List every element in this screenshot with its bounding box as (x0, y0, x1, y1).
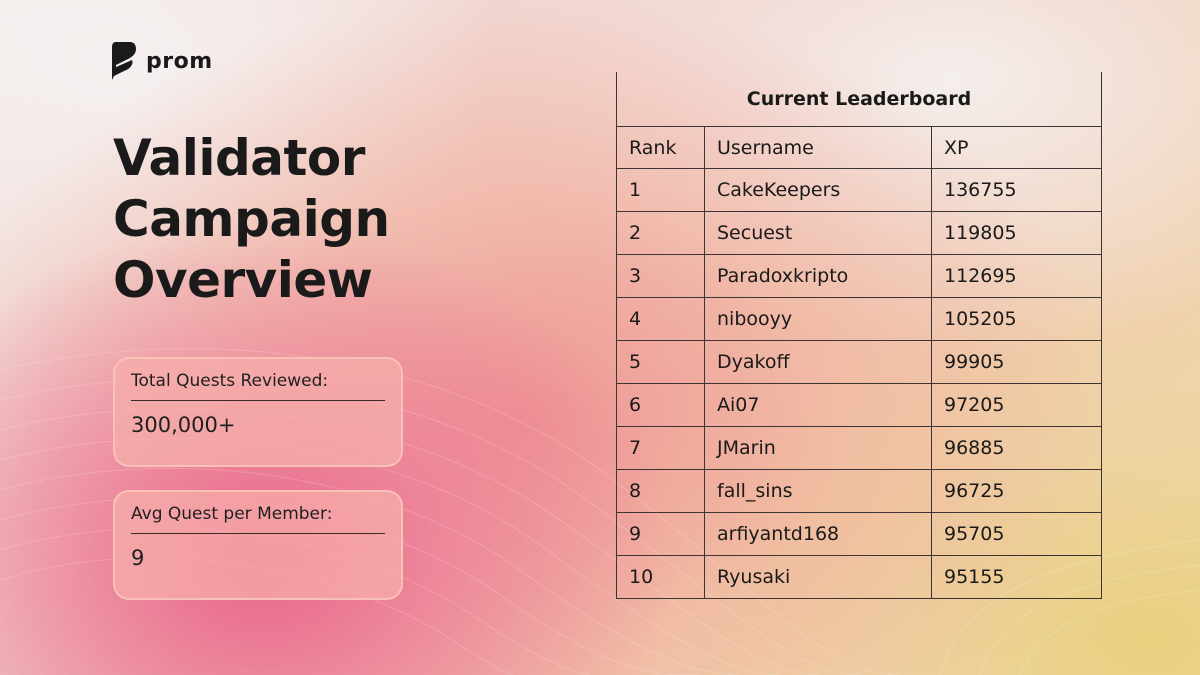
table-row: 1 CakeKeepers 136755 (616, 168, 1103, 212)
title-line-2: Campaign (113, 190, 390, 248)
rank-cell: 1 (616, 168, 705, 212)
xp-cell: 99905 (930, 340, 1103, 384)
rank-cell: 9 (616, 512, 705, 556)
rank-cell: 4 (616, 297, 705, 341)
prom-logo-icon (112, 42, 136, 80)
xp-cell: 96885 (930, 426, 1103, 470)
rank-cell: 6 (616, 383, 705, 427)
xp-cell: 119805 (930, 211, 1103, 255)
table-row: 4 nibooyy 105205 (616, 297, 1103, 341)
title-line-1: Validator (113, 129, 365, 187)
column-header-rank: Rank (616, 126, 705, 169)
username-cell: JMarin (704, 426, 932, 470)
column-header-xp: XP (930, 126, 1103, 169)
username-cell: Paradoxkripto (704, 254, 932, 298)
rank-cell: 5 (616, 340, 705, 384)
table-row: 3 Paradoxkripto 112695 (616, 254, 1103, 298)
table-row: 7 JMarin 96885 (616, 426, 1103, 470)
rank-cell: 8 (616, 469, 705, 513)
username-cell: CakeKeepers (704, 168, 932, 212)
brand-logo: prom (112, 42, 213, 80)
total-quests-card: Total Quests Reviewed: 300,000+ (113, 357, 403, 467)
leaderboard-table: Current Leaderboard Rank Username XP 1 Ca… (615, 72, 1103, 599)
stat-value: 300,000+ (131, 413, 236, 437)
table-row: 8 fall_sins 96725 (616, 469, 1103, 513)
xp-cell: 112695 (930, 254, 1103, 298)
stat-value: 9 (131, 546, 145, 570)
xp-cell: 136755 (930, 168, 1103, 212)
table-row: 10 Ryusaki 95155 (616, 555, 1103, 599)
leaderboard-caption: Current Leaderboard (615, 72, 1103, 127)
xp-cell: 95155 (930, 555, 1103, 599)
rank-cell: 10 (616, 555, 705, 599)
title-line-3: Overview (113, 251, 373, 309)
xp-cell: 97205 (930, 383, 1103, 427)
table-row: 2 Secuest 119805 (616, 211, 1103, 255)
page-title: Validator Campaign Overview (113, 128, 390, 311)
username-cell: Secuest (704, 211, 932, 255)
header-row: Rank Username XP (616, 126, 1103, 169)
username-cell: fall_sins (704, 469, 932, 513)
xp-cell: 105205 (930, 297, 1103, 341)
table-row: 9 arfiyantd168 95705 (616, 512, 1103, 556)
xp-cell: 95705 (930, 512, 1103, 556)
username-cell: Ryusaki (704, 555, 932, 599)
xp-cell: 96725 (930, 469, 1103, 513)
table-row: 6 Ai07 97205 (616, 383, 1103, 427)
stat-label: Avg Quest per Member: (131, 504, 385, 534)
column-header-username: Username (704, 126, 932, 169)
username-cell: Dyakoff (704, 340, 932, 384)
rank-cell: 3 (616, 254, 705, 298)
table-row: 5 Dyakoff 99905 (616, 340, 1103, 384)
username-cell: Ai07 (704, 383, 932, 427)
rank-cell: 7 (616, 426, 705, 470)
rank-cell: 2 (616, 211, 705, 255)
leaderboard-caption-row: Current Leaderboard (615, 72, 1103, 127)
username-cell: nibooyy (704, 297, 932, 341)
stat-label: Total Quests Reviewed: (131, 371, 385, 401)
username-cell: arfiyantd168 (704, 512, 932, 556)
brand-name: prom (146, 48, 213, 74)
avg-quest-card: Avg Quest per Member: 9 (113, 490, 403, 600)
